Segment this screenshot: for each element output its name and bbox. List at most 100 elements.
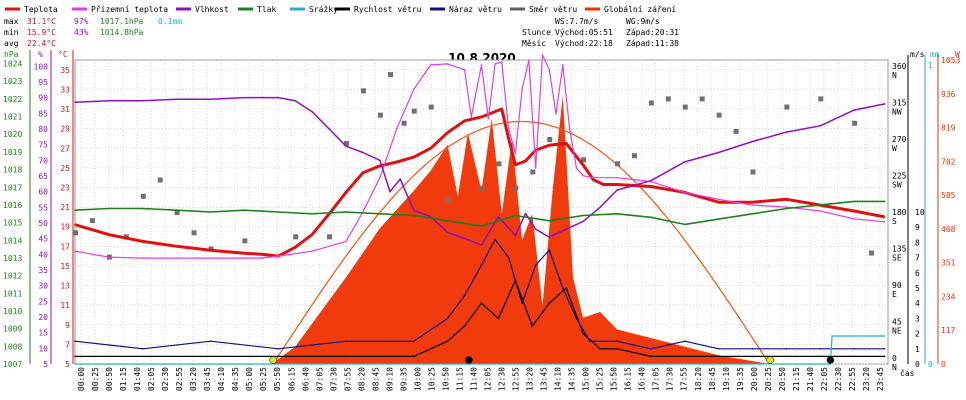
series-point <box>494 63 496 65</box>
series-point <box>209 211 212 213</box>
series-point <box>413 355 415 358</box>
series-point <box>717 348 720 350</box>
series-point <box>650 348 652 350</box>
series-line <box>74 96 885 246</box>
stats-max-press: 1017.1hPa <box>100 17 144 26</box>
series-point <box>480 64 483 66</box>
x-tick-label: 23:20 <box>862 367 871 391</box>
series-point <box>74 223 76 226</box>
legend: Teplota Přízemní teplota Vlhkost Tlak Srážky… <box>5 5 676 14</box>
series-point <box>650 216 652 219</box>
x-tick-label: 07:05 <box>315 367 324 391</box>
x-tick-label: 03:45 <box>203 367 212 391</box>
degc-tick-label: 13 <box>60 282 70 291</box>
legend-label: Vlhkost <box>195 5 229 14</box>
x-tick-label: 10:25 <box>427 367 436 391</box>
x-tick-label: 18:45 <box>708 367 717 391</box>
series-point <box>470 116 473 118</box>
wind-dir-name: N <box>892 71 897 80</box>
hpa-tick-label: 1010 <box>3 307 22 316</box>
x-tick-label: 02:30 <box>161 367 170 391</box>
hpa-tick-label: 1007 <box>3 360 22 369</box>
wind-dir-point <box>388 72 394 78</box>
series-point <box>389 190 391 193</box>
x-tick-label: 13:20 <box>526 367 535 391</box>
x-tick-label: 04:10 <box>217 367 226 391</box>
x-tick-label: 15:50 <box>610 367 619 391</box>
series-point <box>548 236 551 238</box>
hpa-tick-label: 1013 <box>3 254 22 263</box>
wind-dir-point <box>191 230 197 236</box>
wind-dir-point <box>682 104 688 110</box>
series-point <box>277 355 280 358</box>
series-point <box>819 125 822 127</box>
series-point <box>446 63 449 65</box>
series-point <box>819 210 822 212</box>
wm2-tick-label: 585 <box>941 191 956 200</box>
series-point <box>507 137 510 140</box>
pct-tick-label: 20 <box>38 313 48 322</box>
series-point <box>751 140 754 143</box>
series-point <box>243 257 246 259</box>
series-point <box>548 302 551 305</box>
series-point <box>819 348 822 350</box>
series-point <box>497 317 500 320</box>
legend-label: Přízemní teplota <box>91 5 168 14</box>
series-point <box>751 355 754 358</box>
x-axis-label: čas <box>900 368 915 378</box>
series-point <box>853 218 855 220</box>
degc-tick-label: 7 <box>65 340 70 349</box>
series-point <box>599 348 601 350</box>
wind-dir-point <box>631 153 637 159</box>
hpa-tick-label: 1011 <box>3 289 22 298</box>
series-point <box>345 191 347 194</box>
series-point <box>684 355 686 358</box>
wm2-tick-label: 234 <box>941 292 956 301</box>
x-tick-label: 05:25 <box>259 367 268 391</box>
hpa-tick-label: 1008 <box>3 342 22 351</box>
series-point <box>490 112 493 114</box>
pct-tick-label: 80 <box>38 125 48 134</box>
wm2-tick-label: 702 <box>941 157 956 166</box>
degc-axis-title: °C <box>58 50 68 59</box>
pct-axis-title: % <box>38 50 43 59</box>
series-point <box>548 249 551 251</box>
series-point <box>497 215 500 218</box>
hpa-tick-label: 1012 <box>3 272 22 281</box>
x-tick-label: 22:05 <box>820 367 829 391</box>
series-point <box>507 256 510 259</box>
ms-tick-label: 4 <box>915 299 920 308</box>
stats-max-label: max <box>4 17 19 26</box>
series-point <box>616 340 618 343</box>
series-point <box>582 332 584 335</box>
series-point <box>463 294 466 297</box>
series-point <box>413 214 415 217</box>
wind-dir-point <box>615 161 620 167</box>
degc-tick-label: 15 <box>60 262 70 271</box>
series-point <box>785 198 788 201</box>
series-point <box>575 317 578 320</box>
degc-tick-label: 19 <box>60 223 70 232</box>
wind-dir-point <box>716 112 722 118</box>
info-moon-set: Západ:11:38 <box>626 39 679 48</box>
series-point <box>853 355 855 358</box>
series-point <box>345 145 347 147</box>
ms-tick-label: 1 <box>915 345 920 354</box>
series-point <box>175 209 178 211</box>
wind-dir-point <box>445 197 451 203</box>
series-point <box>487 118 490 120</box>
wind-dir-point <box>581 157 587 163</box>
x-tick-label: 20:00 <box>750 367 759 391</box>
series-point <box>562 64 564 66</box>
wind-dir-name: NE <box>892 327 902 336</box>
degc-tick-label: 35 <box>60 66 70 75</box>
wind-dir-point <box>377 112 383 118</box>
series-point <box>260 257 263 259</box>
series-point <box>413 156 415 158</box>
x-tick-label: 09:10 <box>385 367 394 391</box>
series-point <box>175 245 178 248</box>
wind-dir-point <box>360 88 366 94</box>
series-point <box>524 212 527 215</box>
pct-tick-label: 95 <box>38 78 48 87</box>
